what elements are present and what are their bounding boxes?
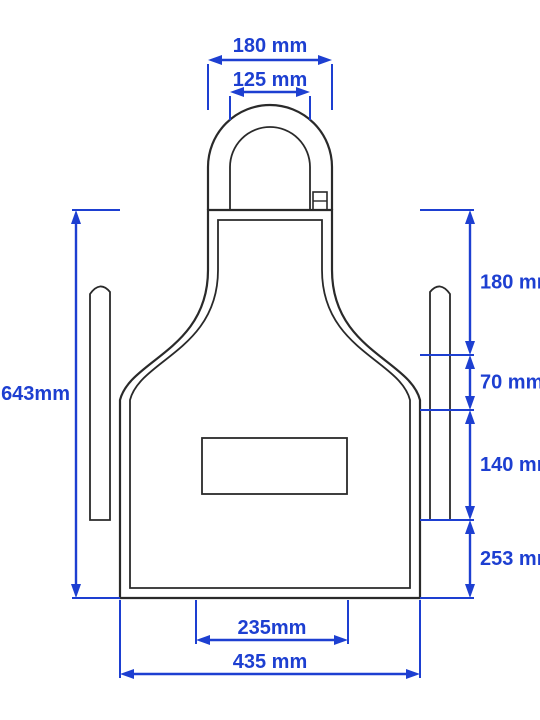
label-top-180: 180 mm <box>233 35 308 57</box>
label-right180: 180 mm <box>480 272 540 294</box>
label-right70: 70 mm <box>480 372 540 394</box>
apron-dimension-diagram: 180 mm 125 mm 643mm 180 mm 70 mm 140 mm 253 mm… <box>0 0 540 720</box>
label-right253: 253 mm <box>480 548 540 570</box>
label-bottom-235: 235mm <box>238 617 307 639</box>
label-bottom-435: 435 mm <box>233 651 308 673</box>
apron-pocket <box>202 438 347 494</box>
waist-strap-right <box>430 286 450 520</box>
waist-strap-left <box>90 286 110 520</box>
label-right140: 140 mm <box>480 454 540 476</box>
label-left-total: 643mm <box>1 383 70 405</box>
label-top-125: 125 mm <box>233 69 308 91</box>
